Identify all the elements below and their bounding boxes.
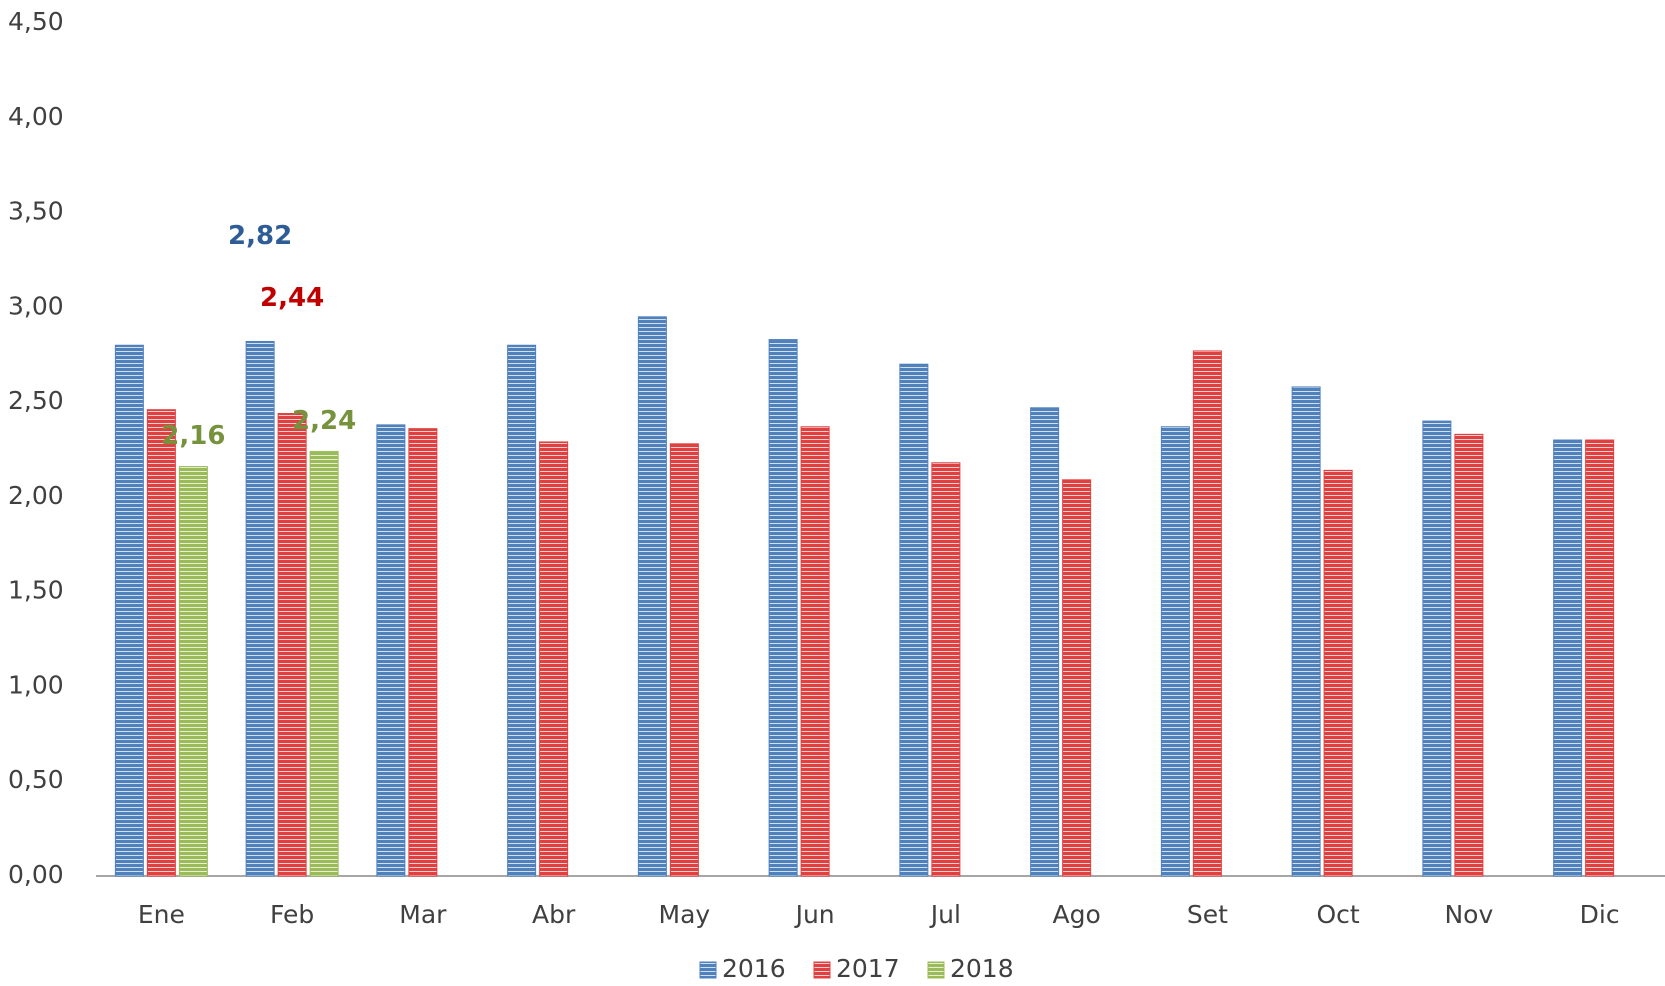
bar — [114, 344, 144, 877]
x-tick-label: Abr — [532, 900, 576, 929]
legend-label: 2017 — [836, 954, 900, 983]
x-tick-label: Oct — [1317, 900, 1360, 929]
x-tick-label: Jun — [794, 900, 835, 929]
bar — [899, 363, 929, 877]
y-tick-label: 4,50 — [8, 7, 64, 36]
bar — [309, 450, 339, 877]
x-tick-label: Ene — [138, 900, 185, 929]
data-label: 2,16 — [161, 421, 225, 451]
legend-swatch — [813, 961, 831, 979]
x-tick-label: Dic — [1580, 900, 1620, 929]
y-tick-label: 2,50 — [8, 386, 64, 415]
y-tick-label: 1,00 — [8, 670, 64, 699]
bar — [1454, 433, 1484, 877]
bar — [1291, 386, 1321, 877]
bar — [146, 409, 176, 877]
x-tick-label: Jul — [929, 900, 961, 929]
legend-label: 2018 — [950, 954, 1014, 983]
x-tick-label: Feb — [270, 900, 314, 929]
legend-swatch — [699, 961, 717, 979]
bar — [669, 443, 699, 877]
bar — [800, 426, 830, 877]
y-tick-label: 1,50 — [8, 576, 64, 605]
bar — [1585, 439, 1615, 877]
legend-label: 2016 — [722, 954, 786, 983]
bar — [376, 424, 406, 877]
bar — [408, 428, 438, 877]
x-tick-label: Set — [1187, 900, 1228, 929]
bar — [507, 344, 537, 877]
bar — [178, 466, 208, 877]
bar — [1062, 479, 1092, 877]
data-label: 2,24 — [292, 406, 356, 436]
bar — [1160, 426, 1190, 877]
bar — [637, 316, 667, 877]
bar — [931, 462, 961, 877]
data-label: 2,44 — [260, 283, 324, 313]
data-label: 2,82 — [228, 221, 292, 251]
x-tick-label: Nov — [1444, 900, 1493, 929]
y-tick-label: 0,00 — [8, 860, 64, 889]
bar — [1323, 469, 1353, 877]
bar — [1553, 439, 1583, 877]
bar — [539, 441, 569, 877]
y-tick-label: 0,50 — [8, 765, 64, 794]
bar — [277, 412, 307, 877]
x-tick-label: May — [659, 900, 711, 929]
legend-swatch — [927, 961, 945, 979]
x-tick-label: Ago — [1052, 900, 1100, 929]
y-tick-label: 3,00 — [8, 291, 64, 320]
bar — [245, 340, 275, 877]
x-tick-label: Mar — [399, 900, 447, 929]
y-tick-label: 4,00 — [8, 102, 64, 131]
y-tick-label: 2,00 — [8, 481, 64, 510]
y-tick-label: 3,50 — [8, 197, 64, 226]
bar — [1422, 420, 1452, 877]
bar — [768, 339, 798, 877]
legend: 2016 2017 2018 — [699, 954, 1014, 983]
bar — [1192, 350, 1222, 877]
bar — [1030, 407, 1060, 877]
